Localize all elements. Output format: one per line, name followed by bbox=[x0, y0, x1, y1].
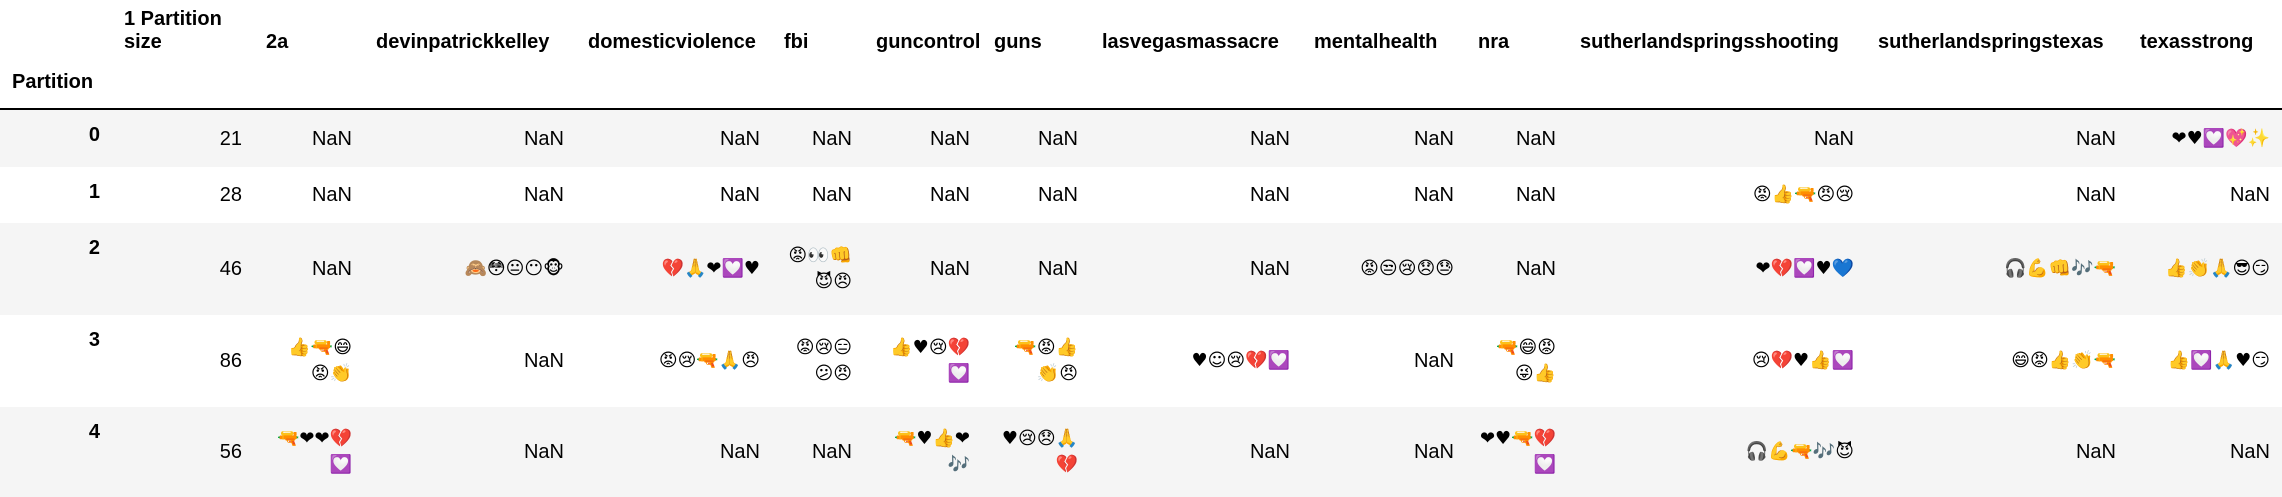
table-cell: NaN bbox=[523, 184, 564, 206]
column-header: guncontrol bbox=[876, 31, 981, 53]
column-header: texasstrong bbox=[2140, 31, 2254, 53]
column-header: lasvegasmassacre bbox=[1102, 31, 1279, 53]
table-cell: NaN bbox=[523, 350, 564, 372]
table-cell: NaN bbox=[311, 127, 352, 150]
table-cell: 🔫❤❤💔 💟 bbox=[277, 428, 352, 475]
index-name-header: Partition bbox=[12, 70, 94, 93]
table-cell: NaN bbox=[1037, 184, 1078, 206]
table-cell: 😢💔♥👍💟 bbox=[1751, 350, 1854, 371]
table-cell: NaN bbox=[2075, 184, 2116, 206]
table-cell: NaN bbox=[1515, 127, 1556, 150]
table-cell: NaN bbox=[1249, 184, 1290, 206]
table-cell: NaN bbox=[1037, 127, 1078, 150]
index-header-row: Partition bbox=[0, 56, 2282, 109]
table-cell: NaN bbox=[1813, 127, 1854, 150]
table-row: 2 46 NaN 🙈😳😐😶🐵 💔🙏❤💟♥ 😡👀👊 😈😠 NaN NaN NaN 😡😒😢😞😓 NaN ❤… bbox=[0, 223, 2282, 315]
column-header: nra bbox=[1478, 31, 1510, 53]
table-cell: NaN bbox=[719, 441, 760, 463]
column-header: 2a bbox=[266, 31, 289, 53]
column-header: sutherlandspringsshooting bbox=[1580, 31, 1839, 53]
table-cell: 28 bbox=[219, 184, 242, 206]
table-cell: NaN bbox=[523, 441, 564, 463]
table-cell: 🎧💪🔫🎶😈 bbox=[1745, 441, 1854, 462]
table-cell: NaN bbox=[1413, 350, 1454, 372]
row-index: 0 bbox=[88, 124, 100, 146]
table-cell: NaN bbox=[1249, 258, 1290, 280]
table-cell: NaN bbox=[1515, 258, 1556, 280]
table-cell: 21 bbox=[219, 127, 242, 150]
table-cell: 💔🙏❤💟♥ bbox=[661, 258, 760, 279]
table-cell: 😄😡👍👏🔫 bbox=[2011, 350, 2116, 371]
table-row: 1 28 NaN NaN NaN NaN NaN NaN NaN NaN NaN 😡👍🔫😠😢 NaN Na… bbox=[0, 167, 2282, 223]
table-cell: NaN bbox=[1413, 127, 1454, 150]
header-corner bbox=[0, 0, 112, 56]
index-header-spacer bbox=[112, 56, 2282, 109]
table-cell: 86 bbox=[219, 350, 242, 372]
table-cell: NaN bbox=[811, 184, 852, 206]
row-index: 2 bbox=[88, 237, 100, 259]
table-cell: NaN bbox=[929, 127, 970, 150]
table-cell: 🙈😳😐😶🐵 bbox=[464, 258, 564, 279]
table-cell: ♥😢😞🙏 💔 bbox=[1001, 428, 1078, 475]
table-cell: NaN bbox=[2229, 441, 2270, 463]
row-index: 3 bbox=[88, 329, 100, 351]
column-header: sutherlandspringstexas bbox=[1878, 31, 2104, 53]
table-cell: 🔫😡👍 👏😠 bbox=[1014, 337, 1078, 384]
row-index: 1 bbox=[88, 181, 100, 203]
table-cell: 😡😒😢😞😓 bbox=[1360, 258, 1454, 279]
table-cell: NaN bbox=[2075, 127, 2116, 150]
table-cell: NaN bbox=[929, 258, 970, 280]
table-cell: ❤♥💟💖✨ bbox=[2171, 127, 2270, 149]
table-cell: NaN bbox=[1249, 441, 1290, 463]
table-cell: NaN bbox=[1037, 258, 1078, 280]
table-header: 1 Partition size 2a devinpatrickkelley d… bbox=[0, 0, 2282, 109]
table-cell: NaN bbox=[2229, 184, 2270, 206]
table-cell: NaN bbox=[1249, 127, 1290, 150]
table-cell: 🔫😄😡 😜👍 bbox=[1496, 337, 1556, 384]
table-cell: NaN bbox=[2075, 441, 2116, 463]
table-cell: 👍👏🙏😎😏 bbox=[2165, 258, 2270, 279]
table-cell: 🔫♥👍❤🎶 bbox=[893, 428, 970, 475]
table-cell: NaN bbox=[311, 258, 352, 280]
column-header: 1 Partition size bbox=[124, 8, 222, 53]
table-cell: 56 bbox=[219, 441, 242, 463]
table-cell: 👍💟🙏♥😏 bbox=[2167, 350, 2270, 371]
table-cell: 46 bbox=[219, 258, 242, 280]
table-body: 0 21 NaN NaN NaN NaN NaN NaN NaN NaN NaN NaN NaN ❤♥💟💖… bbox=[0, 109, 2282, 497]
table-cell: 🎧💪👊🎶🔫 bbox=[2003, 258, 2116, 279]
table-cell: 😡👀👊 😈😠 bbox=[788, 245, 852, 292]
column-header: guns bbox=[994, 31, 1042, 53]
column-header: fbi bbox=[784, 31, 809, 53]
table-cell: NaN bbox=[311, 184, 352, 206]
column-header-row: 1 Partition size 2a devinpatrickkelley d… bbox=[0, 0, 2282, 56]
table-row: 4 56 🔫❤❤💔 💟 NaN NaN NaN 🔫♥👍❤🎶 ♥😢😞🙏 💔 NaN NaN ❤♥🔫💔 … bbox=[0, 407, 2282, 497]
table-cell: ♥☺😢💔💟 bbox=[1191, 350, 1291, 371]
table-cell: 👍♥😢💔💟 bbox=[890, 337, 970, 384]
table-cell: NaN bbox=[1413, 441, 1454, 463]
table-cell: 😡😢🔫🙏😠 bbox=[658, 350, 760, 371]
table-cell: NaN bbox=[719, 127, 760, 150]
column-header: devinpatrickkelley bbox=[376, 31, 550, 53]
table-cell: NaN bbox=[719, 184, 760, 206]
table-cell: ❤♥🔫💔 💟 bbox=[1479, 428, 1556, 475]
column-header: domesticviolence bbox=[588, 31, 756, 53]
table-cell: 😡👍🔫😠😢 bbox=[1752, 184, 1854, 205]
table-cell: ❤💔💟♥💙 bbox=[1755, 258, 1854, 279]
table-cell: NaN bbox=[1515, 184, 1556, 206]
table-cell: NaN bbox=[1413, 184, 1454, 206]
column-header: mentalhealth bbox=[1314, 31, 1438, 53]
table-cell: 👍🔫😄 😡👏 bbox=[288, 337, 352, 384]
table-cell: NaN bbox=[929, 184, 970, 206]
table-row: 3 86 👍🔫😄 😡👏 NaN 😡😢🔫🙏😠 😡😢😑 😕😠 👍♥😢💔💟 🔫😡👍 👏😠 ♥☺😢💔💟 N… bbox=[0, 315, 2282, 407]
table-cell: NaN bbox=[811, 127, 852, 150]
table-cell: NaN bbox=[523, 127, 564, 150]
row-index: 4 bbox=[88, 421, 100, 443]
table-row: 0 21 NaN NaN NaN NaN NaN NaN NaN NaN NaN NaN NaN ❤♥💟💖… bbox=[0, 109, 2282, 167]
table-cell: NaN bbox=[811, 441, 852, 463]
table-cell: 😡😢😑 😕😠 bbox=[795, 337, 852, 384]
